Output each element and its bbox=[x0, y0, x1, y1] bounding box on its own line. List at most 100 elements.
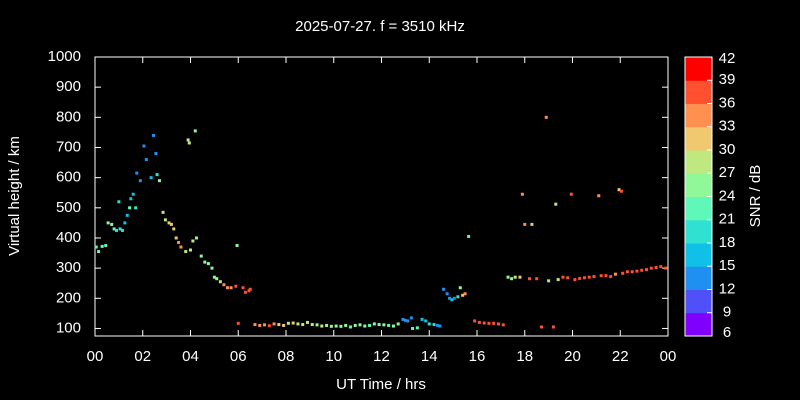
data-point bbox=[154, 152, 158, 156]
data-point bbox=[654, 266, 658, 270]
data-point bbox=[129, 197, 133, 201]
data-point bbox=[635, 269, 639, 273]
data-point bbox=[450, 298, 454, 302]
data-point bbox=[625, 270, 629, 274]
data-point bbox=[523, 222, 527, 226]
data-point bbox=[456, 295, 460, 299]
data-point bbox=[415, 326, 419, 330]
data-point bbox=[253, 323, 257, 327]
data-point bbox=[664, 266, 668, 270]
data-point bbox=[218, 280, 222, 284]
data-point bbox=[640, 268, 644, 272]
data-point bbox=[134, 206, 138, 210]
data-point bbox=[193, 129, 197, 133]
data-point bbox=[348, 325, 352, 329]
data-point bbox=[222, 283, 226, 287]
colorbar-band bbox=[685, 173, 712, 197]
x-tick-label: 02 bbox=[134, 348, 151, 365]
data-point bbox=[424, 319, 428, 323]
data-point bbox=[539, 325, 543, 329]
data-point bbox=[184, 250, 188, 254]
x-tick-label: 14 bbox=[421, 348, 438, 365]
y-tick-label: 700 bbox=[56, 138, 81, 155]
data-point bbox=[411, 326, 415, 330]
data-point bbox=[372, 322, 376, 326]
data-point bbox=[396, 322, 400, 326]
data-point bbox=[506, 275, 510, 279]
data-point bbox=[477, 320, 481, 324]
x-tick-label: 00 bbox=[87, 348, 104, 365]
data-point bbox=[467, 234, 471, 238]
data-point bbox=[561, 275, 565, 279]
data-point bbox=[235, 244, 239, 248]
data-point bbox=[535, 277, 539, 281]
data-point bbox=[282, 323, 286, 327]
y-tick-label: 400 bbox=[56, 229, 81, 246]
colorbar-band bbox=[685, 243, 712, 267]
data-point bbox=[551, 325, 555, 329]
data-point bbox=[513, 275, 517, 279]
data-point bbox=[573, 278, 577, 282]
data-point bbox=[277, 323, 281, 327]
data-point bbox=[382, 323, 386, 327]
data-point bbox=[334, 324, 338, 328]
data-point bbox=[157, 179, 161, 183]
x-axis-label: UT Time / hrs bbox=[336, 376, 426, 393]
data-point bbox=[609, 275, 613, 279]
y-tick-label: 100 bbox=[56, 319, 81, 336]
colorbar-tick-label: 18 bbox=[719, 234, 736, 251]
data-point bbox=[114, 228, 118, 232]
x-tick-label: 20 bbox=[564, 348, 581, 365]
data-point bbox=[97, 250, 101, 254]
data-point bbox=[258, 323, 262, 327]
data-point bbox=[518, 275, 522, 279]
data-point bbox=[236, 321, 240, 325]
x-tick-label: 22 bbox=[612, 348, 629, 365]
colorbar-band bbox=[685, 80, 712, 104]
data-point bbox=[215, 277, 219, 281]
data-point bbox=[461, 293, 465, 297]
data-point bbox=[286, 321, 290, 325]
y-tick-label: 200 bbox=[56, 289, 81, 306]
colorbar-tick-label: 39 bbox=[719, 71, 736, 88]
data-point bbox=[203, 260, 207, 264]
colorbar-tick-label: 15 bbox=[719, 257, 736, 274]
data-point bbox=[206, 262, 210, 266]
data-point bbox=[120, 228, 124, 232]
data-point bbox=[544, 115, 548, 119]
data-point bbox=[155, 173, 159, 177]
data-point bbox=[442, 287, 446, 291]
colorbar-tick-label: 36 bbox=[719, 94, 736, 111]
data-point bbox=[229, 286, 233, 290]
data-point bbox=[131, 192, 135, 196]
data-point bbox=[189, 248, 192, 252]
data-point bbox=[167, 221, 171, 225]
x-tick-label: 06 bbox=[230, 348, 247, 365]
data-point bbox=[169, 222, 173, 226]
data-point bbox=[438, 324, 442, 328]
data-point bbox=[597, 194, 601, 198]
data-point bbox=[301, 323, 305, 327]
data-point bbox=[118, 227, 122, 231]
data-point bbox=[604, 274, 608, 278]
x-tick-label: 12 bbox=[373, 348, 390, 365]
data-point bbox=[243, 290, 247, 294]
data-point bbox=[112, 227, 116, 231]
data-point bbox=[106, 221, 110, 225]
colorbar-tick-label: 33 bbox=[719, 118, 736, 135]
data-point bbox=[344, 323, 348, 327]
data-point bbox=[339, 324, 343, 328]
data-point bbox=[100, 244, 104, 248]
data-point bbox=[473, 319, 477, 323]
data-point bbox=[174, 236, 178, 240]
data-point bbox=[569, 192, 573, 196]
colorbar-tick-label: 12 bbox=[719, 280, 736, 297]
data-point bbox=[161, 210, 165, 214]
data-point bbox=[554, 202, 558, 206]
y-tick-label: 1000 bbox=[48, 48, 81, 65]
colorbar-band bbox=[685, 219, 712, 244]
data-point bbox=[448, 296, 452, 300]
data-point bbox=[599, 274, 603, 278]
